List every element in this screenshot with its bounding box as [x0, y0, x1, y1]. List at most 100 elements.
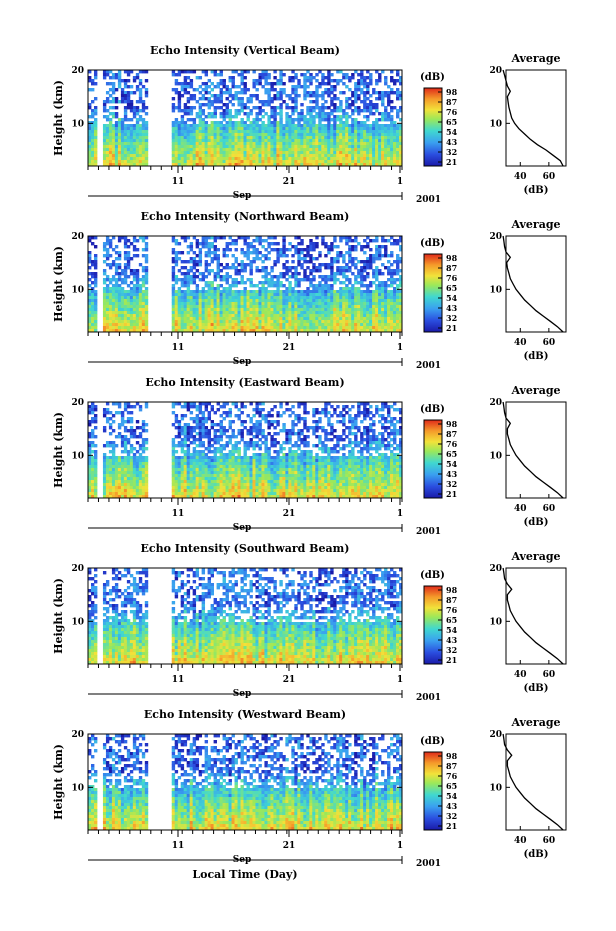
heatmap-cell — [228, 160, 232, 164]
heatmap-cell — [330, 308, 334, 312]
heatmap-cell — [321, 302, 325, 306]
heatmap-cell — [366, 305, 370, 309]
heatmap-cell — [198, 151, 203, 155]
heatmap-cell — [189, 320, 194, 324]
heatmap-cell — [171, 109, 176, 113]
heatmap-cell — [105, 474, 110, 478]
heatmap-cell — [399, 293, 403, 297]
heatmap-cell — [105, 492, 110, 496]
heatmap-cell — [273, 157, 277, 161]
heatmap-cell — [312, 314, 316, 318]
heatmap-cell — [387, 139, 391, 143]
heatmap-cell — [345, 136, 349, 140]
heatmap-cell — [372, 275, 376, 279]
heatmap-cell — [390, 236, 394, 240]
heatmap-cell — [114, 314, 119, 318]
heatmap-cell — [90, 293, 95, 297]
heatmap-cell — [348, 127, 352, 131]
heatmap-cell — [231, 115, 235, 119]
heatmap-cell — [243, 320, 247, 324]
heatmap-cell — [126, 257, 131, 261]
heatmap-cell — [183, 266, 188, 270]
heatmap-cell — [243, 290, 247, 294]
heatmap-cell — [258, 76, 262, 80]
heatmap-cell — [384, 305, 388, 309]
heatmap-cell — [279, 320, 283, 324]
heatmap-cell — [255, 290, 259, 294]
heatmap-cell — [225, 157, 229, 161]
heatmap-cell — [300, 148, 304, 152]
heatmap-cell — [132, 124, 137, 128]
heatmap-cell — [174, 242, 179, 246]
heatmap-cell — [345, 130, 349, 134]
heatmap-cell — [255, 115, 259, 119]
heatmap-cell — [231, 70, 235, 74]
heatmap-cell — [348, 97, 352, 101]
heatmap-cell — [132, 311, 137, 315]
heatmap-cell — [183, 305, 188, 309]
heatmap-cell — [114, 124, 119, 128]
heatmap-cell — [252, 94, 256, 98]
heatmap-cell — [366, 106, 370, 110]
heatmap-cell — [117, 402, 122, 406]
heatmap-cell — [207, 314, 212, 318]
heatmap-cell — [210, 251, 214, 255]
heatmap-cell — [198, 160, 203, 164]
heatmap-cell — [237, 269, 241, 273]
heatmap-cell — [204, 97, 209, 101]
heatmap-cell — [240, 76, 244, 80]
heatmap-cell — [216, 287, 220, 291]
heatmap-cell — [192, 281, 197, 285]
heatmap-cell — [108, 281, 113, 285]
heatmap-cell — [120, 459, 125, 463]
heatmap-cell — [102, 163, 107, 167]
heatmap-cell — [312, 133, 316, 137]
heatmap-cell — [354, 317, 358, 321]
x-tick-label: 1 — [397, 343, 403, 353]
heatmap-cell — [135, 121, 140, 125]
heatmap-cell — [204, 242, 209, 246]
heatmap-cell — [315, 154, 319, 158]
heatmap-cell — [180, 118, 185, 122]
heatmap-cell — [117, 423, 122, 427]
avg-x-label: (dB) — [524, 185, 549, 196]
heatmap-cell — [114, 474, 119, 478]
heatmap-cell — [279, 136, 283, 140]
heatmap-cell — [88, 121, 92, 125]
heatmap-cell — [234, 284, 238, 288]
heatmap-cell — [120, 91, 125, 95]
heatmap-cell — [363, 100, 367, 104]
heatmap-cell — [309, 323, 313, 327]
heatmap-cell — [198, 136, 203, 140]
heatmap-cell — [315, 148, 319, 152]
heatmap-cell — [225, 151, 229, 155]
heatmap-cell — [198, 76, 203, 80]
heatmap-cell — [273, 263, 277, 267]
heatmap-cell — [88, 115, 92, 119]
heatmap-cell — [324, 136, 328, 140]
heatmap-cell — [369, 293, 373, 297]
heatmap-cell — [324, 82, 328, 86]
heatmap-cell — [393, 260, 397, 264]
heatmap-cell — [300, 290, 304, 294]
heatmap-cell — [213, 109, 217, 113]
heatmap-cell — [108, 148, 113, 152]
heatmap-cell — [375, 254, 379, 258]
heatmap-cell — [126, 91, 131, 95]
heatmap-cell — [228, 275, 232, 279]
heatmap-cell — [213, 139, 217, 143]
heatmap-cell — [270, 157, 274, 161]
heatmap-cell — [297, 314, 301, 318]
heatmap-cell — [231, 263, 235, 267]
heatmap-cell — [201, 296, 206, 300]
heatmap-cell — [297, 299, 301, 303]
heatmap-cell — [225, 293, 229, 297]
heatmap-cell — [318, 320, 322, 324]
heatmap-cell — [228, 242, 232, 246]
heatmap-cell — [171, 260, 176, 264]
heatmap-cell — [141, 293, 146, 297]
avg-y-tick-label: 20 — [489, 66, 502, 76]
heatmap-cell — [324, 142, 328, 146]
heatmap-cell — [375, 248, 379, 252]
heatmap-cell — [171, 314, 176, 318]
